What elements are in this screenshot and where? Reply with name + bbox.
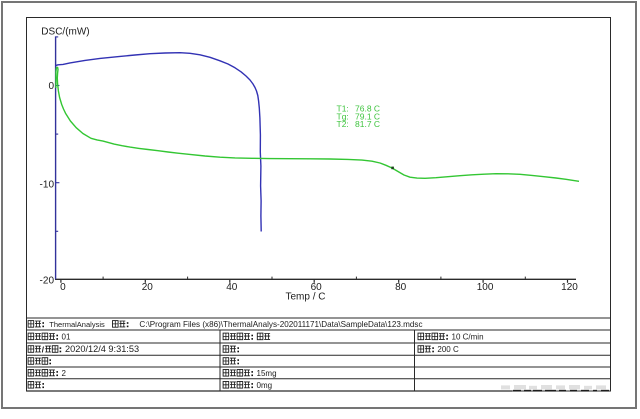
svg-text:T2:81.7 C: T2: 81.7 C	[337, 119, 381, 129]
svg-text:Temp / C: Temp / C	[285, 292, 325, 303]
svg-text:40: 40	[226, 282, 238, 293]
svg-text:120: 120	[561, 282, 578, 293]
svg-text:01: 01	[62, 332, 71, 341]
svg-text:2020/12/4 9:31:53: 2020/12/4 9:31:53	[65, 344, 139, 354]
svg-text:60: 60	[311, 282, 323, 293]
svg-text:0: 0	[60, 282, 66, 293]
svg-text:-10: -10	[40, 179, 55, 190]
svg-text:Tg:79.1 C: Tg: 79.1 C	[337, 111, 381, 121]
svg-text:/: /	[42, 345, 45, 354]
svg-text:T1:76.8 C: T1: 76.8 C	[337, 104, 381, 114]
svg-text:10 C/min: 10 C/min	[452, 332, 484, 341]
svg-text:200 C: 200 C	[437, 345, 459, 354]
svg-text:0mg: 0mg	[257, 381, 273, 390]
svg-text:ThermalAnalysis: ThermalAnalysis	[49, 320, 105, 329]
svg-text:15mg: 15mg	[257, 369, 277, 378]
svg-text:20: 20	[142, 282, 154, 293]
svg-text:80: 80	[395, 282, 407, 293]
svg-text:0: 0	[48, 81, 54, 92]
svg-text:C:\Program Files (x86)\Thermal: C:\Program Files (x86)\ThermalAnalys-202…	[139, 320, 422, 329]
svg-text:DSC/(mW): DSC/(mW)	[41, 27, 89, 38]
svg-text:100: 100	[477, 282, 494, 293]
svg-text:-20: -20	[40, 275, 55, 286]
svg-text:2: 2	[62, 369, 67, 378]
